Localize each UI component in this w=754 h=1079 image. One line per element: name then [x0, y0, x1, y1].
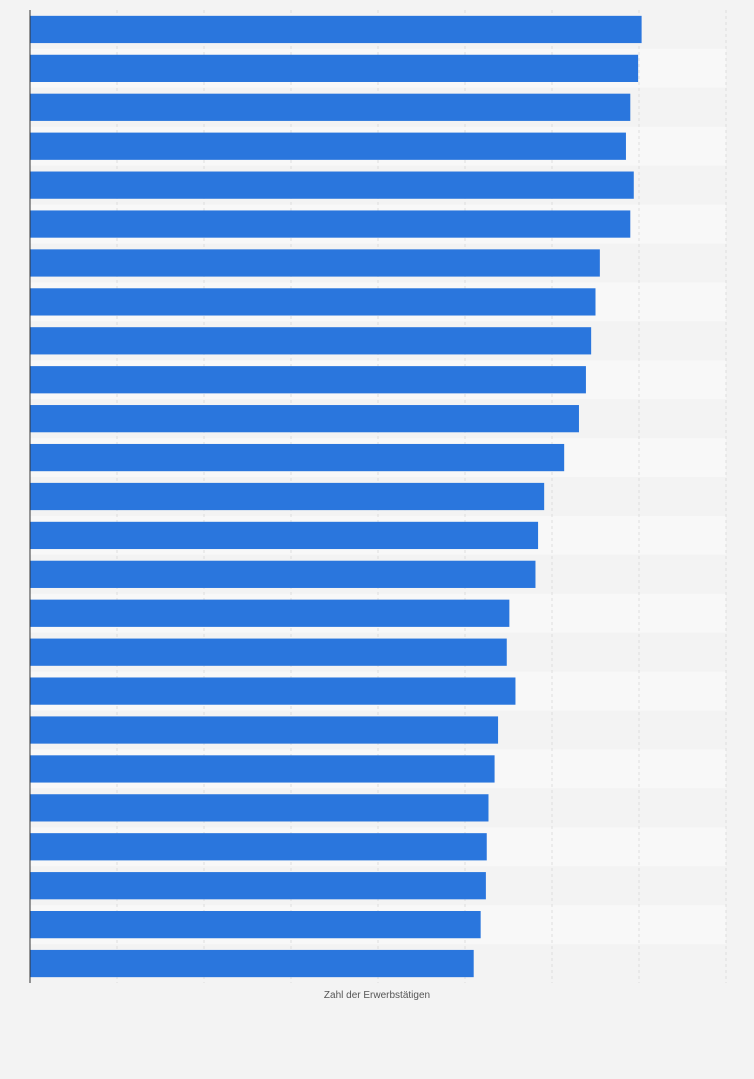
bar[interactable] [30, 638, 507, 666]
bar[interactable] [30, 949, 474, 978]
bar[interactable] [30, 249, 600, 277]
bar[interactable] [30, 716, 499, 744]
bar[interactable] [30, 93, 631, 121]
bar[interactable] [30, 171, 634, 199]
bar[interactable] [30, 910, 481, 939]
bar[interactable] [30, 560, 536, 588]
bar[interactable] [30, 443, 565, 472]
bar[interactable] [30, 366, 586, 394]
bar[interactable] [30, 872, 486, 900]
bars [30, 15, 642, 978]
bar[interactable] [30, 794, 489, 822]
bar[interactable] [30, 15, 642, 44]
bar[interactable] [30, 288, 596, 316]
bar[interactable] [30, 833, 487, 861]
bar[interactable] [30, 677, 516, 705]
bar[interactable] [30, 755, 495, 783]
bar[interactable] [30, 54, 639, 83]
bar[interactable] [30, 521, 539, 550]
bar[interactable] [30, 132, 626, 160]
x-axis-label: Zahl der Erwerbstätigen [324, 990, 430, 1001]
bar[interactable] [30, 482, 545, 511]
bar[interactable] [30, 405, 579, 433]
bar[interactable] [30, 599, 510, 627]
bar[interactable] [30, 210, 631, 238]
bar[interactable] [30, 327, 592, 355]
